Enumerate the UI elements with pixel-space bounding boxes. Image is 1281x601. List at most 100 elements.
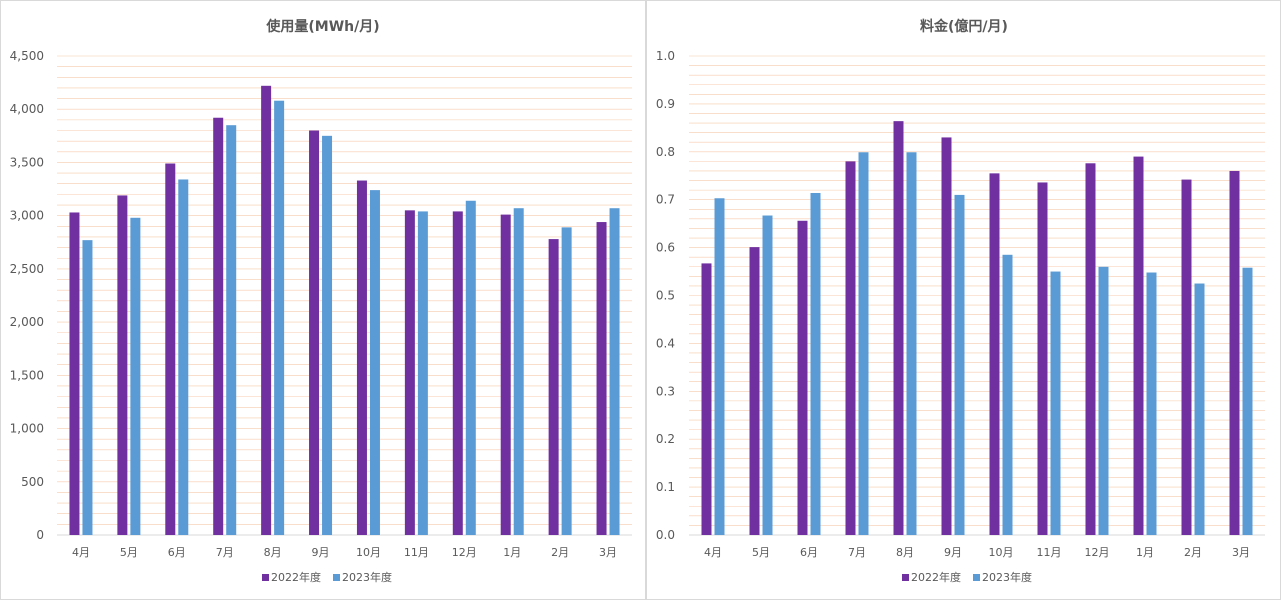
chart-title: 料金(億円/月): [920, 18, 1008, 35]
bar-2022: [356, 180, 367, 536]
bar-2022: [165, 163, 176, 535]
legend-label-2023: 2023年度: [982, 570, 1032, 584]
y-tick-label: 0.3: [656, 384, 675, 398]
x-tick-label: 2月: [1184, 546, 1202, 559]
bar-2022: [500, 214, 511, 535]
legend-label-2022: 2022年度: [271, 570, 321, 584]
bar-2023: [178, 179, 189, 535]
bar-2023: [1242, 267, 1253, 535]
bar-2022: [1085, 163, 1096, 535]
y-tick-label: 1,000: [10, 422, 44, 436]
bar-2023: [465, 200, 476, 535]
y-tick-label: 0: [36, 528, 44, 542]
bar-2023: [561, 227, 572, 535]
legend-swatch-2022: [902, 574, 909, 581]
x-tick-label: 5月: [120, 546, 138, 559]
x-tick-label: 6月: [168, 546, 186, 559]
legend-label-2022: 2022年度: [911, 570, 961, 584]
x-tick-label: 9月: [944, 546, 962, 559]
bar-2022: [797, 220, 808, 535]
bars: [701, 121, 1253, 536]
y-axis-ticks: 0 500 1,000 1,500 2,000 2,500 3,000 3,500 4,000 4…: [10, 49, 44, 542]
bar-2022: [845, 161, 856, 535]
cost-chart-panel: 料金(億円/月) 0.0 0.1 0.2 0.3 0.4 0.5 0.6 0.7 0.8 0.9 1…: [646, 0, 1281, 600]
y-tick-label: 0.4: [656, 336, 675, 350]
x-tick-label: 4月: [704, 546, 722, 559]
x-tick-label: 8月: [896, 546, 914, 559]
x-tick-label: 12月: [452, 546, 477, 559]
bar-2023: [609, 208, 620, 535]
x-tick-label: 6月: [800, 546, 818, 559]
y-tick-label: 0.6: [656, 241, 675, 255]
legend: 2022年度 2023年度: [902, 570, 1032, 584]
bar-2023: [1194, 283, 1205, 535]
bar-2023: [513, 208, 524, 535]
x-tick-label: 11月: [1037, 546, 1062, 559]
bar-2022: [596, 222, 607, 535]
bar-2022: [893, 121, 904, 536]
bar-2023: [1146, 272, 1157, 535]
bar-2023: [417, 211, 428, 536]
bar-2023: [1002, 254, 1013, 535]
cost-chart: 料金(億円/月) 0.0 0.1 0.2 0.3 0.4 0.5 0.6 0.7 0.8 0.9 1…: [656, 18, 1265, 584]
bar-2023: [810, 192, 821, 535]
bar-2022: [749, 247, 760, 535]
bar-2023: [858, 152, 869, 536]
legend-swatch-2023: [333, 574, 340, 581]
bar-2022: [989, 173, 1000, 536]
bar-2022: [404, 210, 415, 535]
y-tick-label: 500: [21, 475, 44, 489]
usage-chart-panel: 使用量(MWh/月) 0 500 1,000 1,500 2,000 2,500 3,000…: [0, 0, 646, 600]
x-tick-label: 10月: [356, 546, 381, 559]
bar-2023: [82, 240, 93, 535]
bar-2023: [1050, 271, 1061, 535]
bar-2022: [1133, 156, 1144, 535]
y-tick-label: 0.5: [656, 289, 675, 303]
bar-2022: [69, 212, 80, 535]
bar-2023: [130, 217, 141, 535]
bar-2023: [322, 135, 333, 536]
y-tick-label: 3,500: [10, 155, 44, 169]
bar-2023: [274, 100, 285, 535]
usage-chart: 使用量(MWh/月) 0 500 1,000 1,500 2,000 2,500 3,000…: [10, 18, 632, 584]
legend: 2022年度 2023年度: [262, 570, 392, 584]
y-tick-label: 2,500: [10, 262, 44, 276]
y-tick-label: 4,500: [10, 49, 44, 63]
bar-2023: [369, 190, 380, 535]
x-tick-label: 3月: [1232, 546, 1250, 559]
x-tick-label: 11月: [404, 546, 429, 559]
y-tick-label: 4,000: [10, 102, 44, 116]
chart-title: 使用量(MWh/月): [265, 18, 379, 35]
x-tick-label: 3月: [599, 546, 617, 559]
x-tick-label: 5月: [752, 546, 770, 559]
bar-2022: [701, 263, 712, 535]
bar-2023: [1098, 266, 1109, 535]
x-tick-label: 9月: [312, 546, 330, 559]
y-tick-label: 1,500: [10, 368, 44, 382]
x-tick-label: 7月: [216, 546, 234, 559]
y-tick-label: 1.0: [656, 49, 675, 63]
x-tick-label: 2月: [551, 546, 569, 559]
y-tick-label: 2,000: [10, 315, 44, 329]
x-axis-ticks: 4月 5月 6月 7月 8月 9月 10月 11月 12月 1月 2月 3月: [704, 546, 1250, 559]
legend-swatch-2023: [973, 574, 980, 581]
bar-2023: [954, 194, 965, 535]
bar-2022: [452, 211, 463, 536]
x-axis-ticks: 4月 5月 6月 7月 8月 9月 10月 11月 12月 1月 2月 3月: [72, 546, 617, 559]
legend-swatch-2022: [262, 574, 269, 581]
bar-2022: [548, 239, 559, 535]
gridlines: [689, 55, 1265, 536]
bar-2022: [941, 137, 952, 535]
y-axis-ticks: 0.0 0.1 0.2 0.3 0.4 0.5 0.6 0.7 0.8 0.9 1.0: [656, 49, 675, 542]
y-tick-label: 0.9: [656, 97, 675, 111]
bar-2022: [261, 85, 272, 535]
bar-2022: [309, 130, 320, 535]
bar-2022: [1181, 179, 1192, 535]
x-tick-label: 4月: [72, 546, 90, 559]
x-tick-label: 10月: [989, 546, 1014, 559]
y-tick-label: 0.7: [656, 193, 675, 207]
y-tick-label: 0.2: [656, 432, 675, 446]
y-tick-label: 3,000: [10, 209, 44, 223]
y-tick-label: 0.0: [656, 528, 675, 542]
